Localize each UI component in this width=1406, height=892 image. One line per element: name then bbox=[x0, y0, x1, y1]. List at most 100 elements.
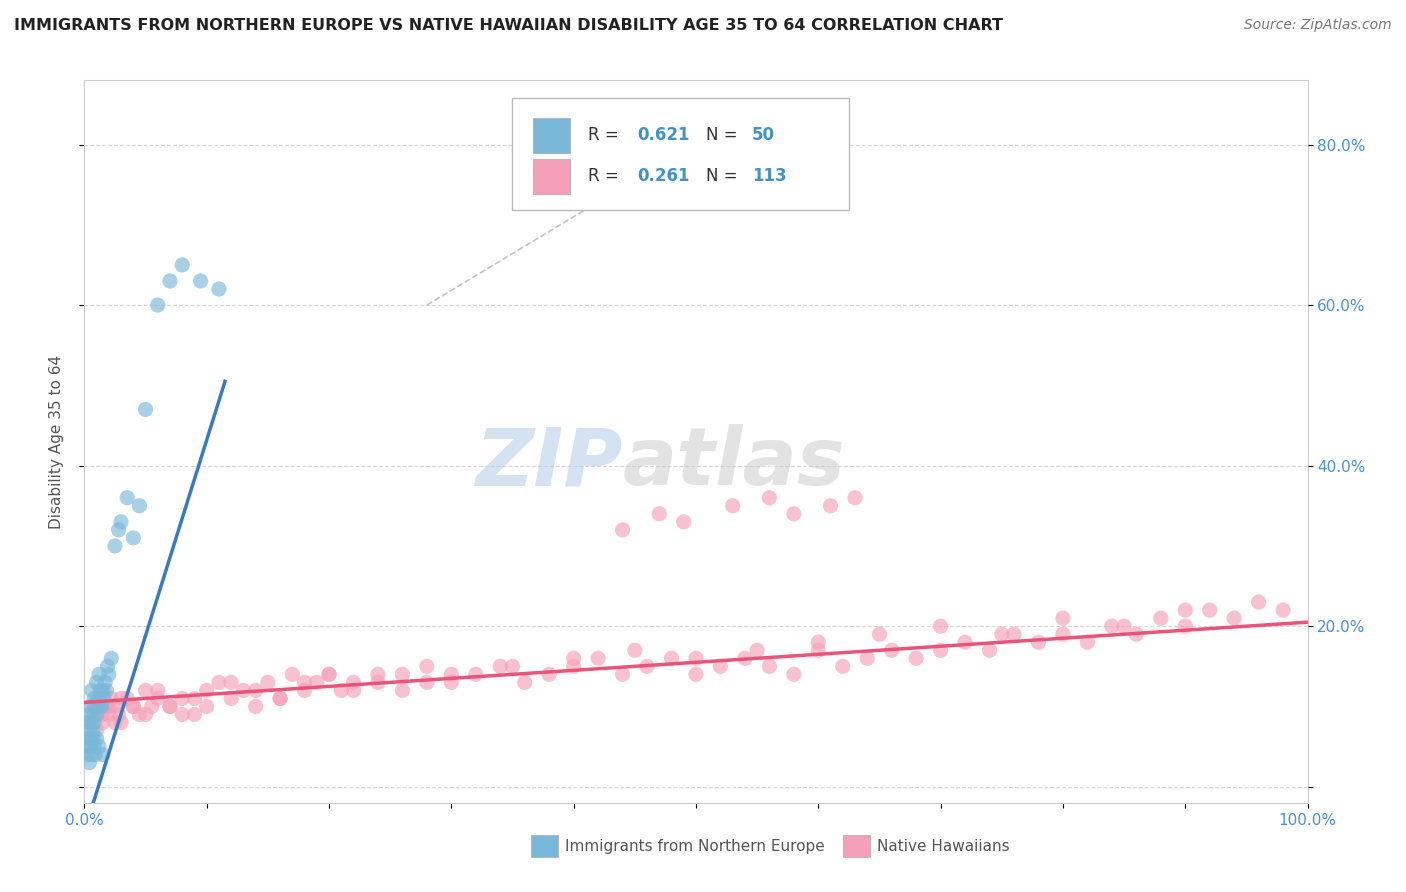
Point bbox=[685, 667, 707, 681]
Point bbox=[208, 675, 231, 690]
Point bbox=[661, 651, 683, 665]
Point bbox=[685, 651, 707, 665]
Point bbox=[294, 683, 316, 698]
Point bbox=[77, 747, 100, 762]
Point bbox=[269, 691, 291, 706]
Point bbox=[107, 523, 129, 537]
Point bbox=[87, 691, 110, 706]
Point bbox=[159, 699, 181, 714]
FancyBboxPatch shape bbox=[513, 98, 849, 211]
Point bbox=[96, 699, 118, 714]
Point bbox=[135, 402, 157, 417]
Point bbox=[1174, 603, 1197, 617]
Point bbox=[84, 699, 107, 714]
Text: 0.621: 0.621 bbox=[637, 126, 690, 145]
Point bbox=[97, 699, 120, 714]
Point bbox=[122, 699, 145, 714]
Text: R =: R = bbox=[588, 168, 624, 186]
Point bbox=[1150, 611, 1173, 625]
Point bbox=[330, 683, 353, 698]
Point bbox=[80, 715, 103, 730]
Point bbox=[342, 683, 364, 698]
Point bbox=[1028, 635, 1050, 649]
Point bbox=[807, 643, 830, 657]
Point bbox=[318, 667, 340, 681]
Point bbox=[269, 691, 291, 706]
Point bbox=[80, 747, 103, 762]
Point bbox=[1076, 635, 1098, 649]
Point bbox=[502, 659, 524, 673]
Point bbox=[219, 691, 242, 706]
Point bbox=[391, 683, 413, 698]
Point bbox=[83, 691, 105, 706]
Point bbox=[416, 675, 439, 690]
Text: 50: 50 bbox=[752, 126, 775, 145]
Point bbox=[77, 707, 100, 722]
Text: Immigrants from Northern Europe: Immigrants from Northern Europe bbox=[565, 838, 825, 854]
Point bbox=[83, 715, 105, 730]
Text: ZIP: ZIP bbox=[475, 425, 623, 502]
Point bbox=[586, 651, 609, 665]
Point bbox=[100, 691, 122, 706]
Point bbox=[128, 499, 150, 513]
Point bbox=[721, 499, 744, 513]
Point bbox=[82, 723, 104, 738]
Point bbox=[391, 667, 413, 681]
Point bbox=[831, 659, 853, 673]
Point bbox=[232, 683, 254, 698]
Point bbox=[84, 747, 107, 762]
Point bbox=[110, 715, 132, 730]
Point bbox=[80, 683, 103, 698]
Point bbox=[929, 619, 952, 633]
Point bbox=[159, 274, 181, 288]
Point bbox=[367, 675, 389, 690]
Point bbox=[820, 499, 842, 513]
Point bbox=[86, 731, 108, 746]
Point bbox=[79, 739, 101, 754]
Point bbox=[880, 643, 903, 657]
Point bbox=[318, 667, 340, 681]
Point bbox=[1101, 619, 1123, 633]
Point bbox=[562, 651, 585, 665]
Point bbox=[1272, 603, 1295, 617]
Point bbox=[110, 515, 132, 529]
Point bbox=[612, 523, 634, 537]
Text: 0.261: 0.261 bbox=[637, 168, 690, 186]
Text: IMMIGRANTS FROM NORTHERN EUROPE VS NATIVE HAWAIIAN DISABILITY AGE 35 TO 64 CORRE: IMMIGRANTS FROM NORTHERN EUROPE VS NATIV… bbox=[14, 18, 1002, 33]
Point bbox=[172, 258, 194, 272]
Point bbox=[96, 683, 118, 698]
Point bbox=[783, 667, 806, 681]
Point bbox=[87, 667, 110, 681]
Point bbox=[86, 707, 108, 722]
FancyBboxPatch shape bbox=[842, 835, 870, 857]
Point bbox=[294, 675, 316, 690]
Point bbox=[87, 739, 110, 754]
Point bbox=[104, 715, 127, 730]
Point bbox=[1247, 595, 1270, 609]
Text: Native Hawaiians: Native Hawaiians bbox=[877, 838, 1010, 854]
Point bbox=[416, 659, 439, 673]
Point bbox=[844, 491, 866, 505]
Point bbox=[91, 683, 114, 698]
Text: N =: N = bbox=[706, 126, 742, 145]
Point bbox=[257, 675, 280, 690]
Point bbox=[82, 731, 104, 746]
Point bbox=[128, 707, 150, 722]
Point bbox=[146, 298, 169, 312]
Point bbox=[91, 715, 114, 730]
Point bbox=[538, 667, 561, 681]
Point bbox=[342, 675, 364, 690]
Point bbox=[195, 699, 218, 714]
Point bbox=[1114, 619, 1136, 633]
Point bbox=[79, 715, 101, 730]
Point bbox=[97, 707, 120, 722]
Point bbox=[869, 627, 891, 641]
Point bbox=[141, 699, 163, 714]
Point bbox=[77, 723, 100, 738]
Point bbox=[77, 756, 100, 770]
Point bbox=[562, 659, 585, 673]
Point bbox=[747, 643, 769, 657]
Point bbox=[709, 659, 731, 673]
Point bbox=[367, 667, 389, 681]
Point bbox=[208, 282, 231, 296]
